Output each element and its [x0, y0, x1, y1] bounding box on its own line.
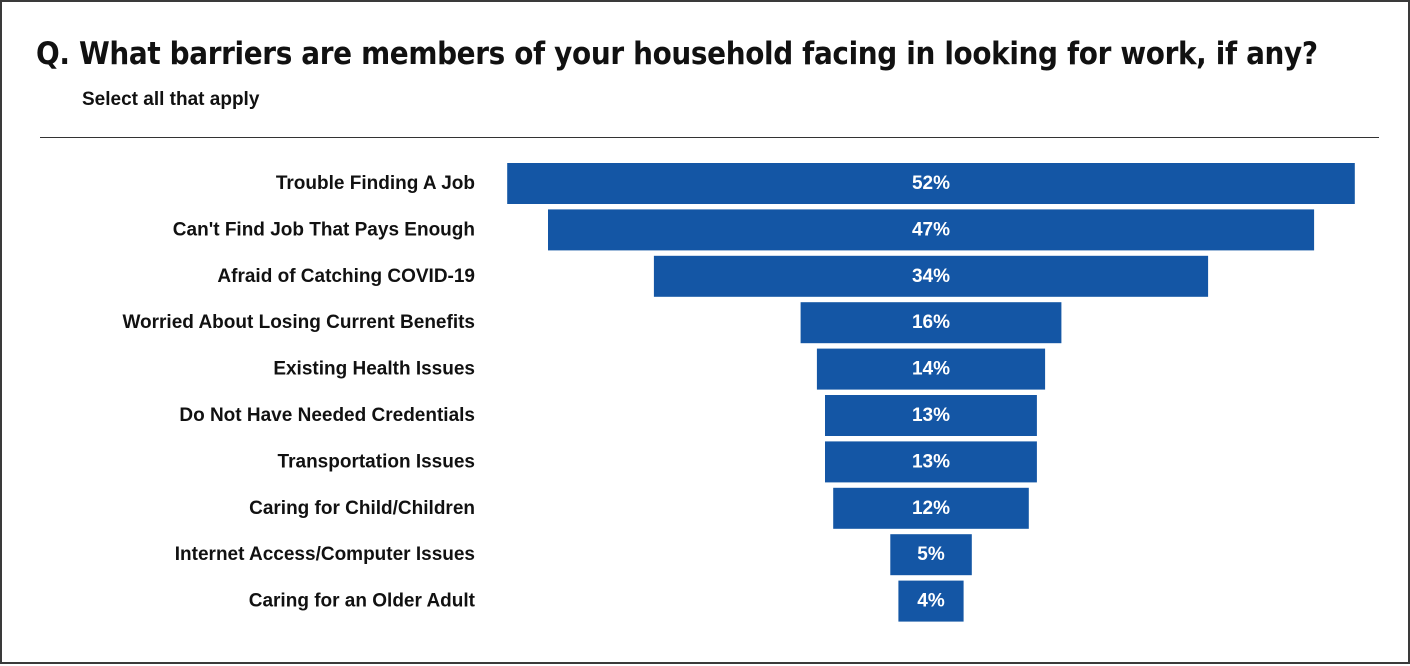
bar-10 [898, 580, 964, 622]
category-label: Do Not Have Needed Credentials [179, 405, 475, 426]
value-label: 14% [912, 359, 950, 380]
chart-title: Q. What barriers are members of your hou… [36, 36, 1318, 72]
bar-5 [816, 348, 1046, 390]
category-label: Caring for Child/Children [249, 498, 475, 519]
value-label: 52% [912, 173, 950, 194]
category-label: Trouble Finding A Job [276, 173, 475, 194]
bar-9 [890, 534, 972, 576]
category-label: Afraid of Catching COVID-19 [217, 266, 475, 287]
value-label: 13% [912, 405, 950, 426]
category-label: Can't Find Job That Pays Enough [173, 219, 475, 240]
bar-8 [833, 487, 1029, 529]
bar-3 [653, 255, 1209, 297]
chart-subtitle: Select all that apply [82, 89, 260, 110]
value-label: 16% [912, 312, 950, 333]
value-label: 34% [912, 266, 950, 287]
value-label: 12% [912, 498, 950, 519]
bar-1 [507, 163, 1355, 204]
category-label: Caring for an Older Adult [249, 591, 476, 612]
bar-7 [825, 441, 1037, 483]
category-label: Worried About Losing Current Benefits [122, 312, 475, 333]
value-label: 4% [917, 591, 945, 612]
title-divider [40, 137, 1379, 138]
category-label: Internet Access/Computer Issues [175, 544, 475, 565]
bar-2 [548, 209, 1315, 251]
value-label: 47% [912, 219, 950, 240]
value-label: 13% [912, 451, 950, 472]
category-label: Existing Health Issues [273, 359, 475, 380]
bar-4 [800, 302, 1062, 344]
bar-6 [825, 395, 1037, 436]
value-label: 5% [917, 544, 945, 565]
category-label: Transportation Issues [278, 451, 475, 472]
